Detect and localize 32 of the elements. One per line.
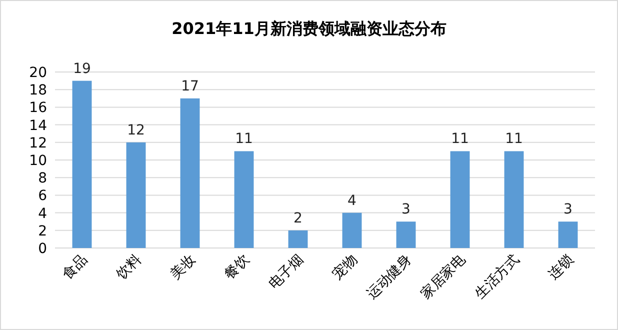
data-label: 11 (235, 131, 253, 148)
y-tick-label: 8 (38, 170, 47, 187)
data-label: 3 (402, 202, 410, 218)
data-label: 11 (505, 131, 523, 148)
x-tick-label: 电子烟 (266, 252, 307, 293)
y-tick-label: 2 (38, 223, 47, 240)
x-tick-label: 生活方式 (472, 252, 523, 302)
data-label: 2 (294, 210, 302, 226)
x-tick-label: 美妆 (168, 252, 199, 283)
y-tick-label: 12 (29, 135, 47, 152)
y-tick-label: 20 (29, 65, 47, 81)
x-tick-label: 宠物 (330, 252, 361, 283)
y-tick-label: 18 (29, 82, 47, 99)
x-tick-label: 食品 (60, 252, 91, 283)
data-label: 12 (127, 122, 145, 138)
y-tick-label: 16 (29, 100, 48, 116)
y-tick-label: 14 (29, 118, 48, 134)
y-tick-label: 0 (38, 241, 47, 257)
x-tick-label: 餐饮 (222, 252, 253, 283)
x-tick-label: 家居家电 (418, 252, 469, 302)
x-tick-label: 运动健身 (364, 252, 415, 302)
data-label: 19 (73, 60, 91, 77)
x-tick-label: 连锁 (546, 252, 577, 283)
chart-title: 2021年11月新消费领域融资业态分布 (172, 19, 446, 38)
data-label: 17 (181, 78, 199, 94)
data-label: 11 (451, 131, 469, 148)
y-tick-label: 4 (38, 206, 48, 222)
y-tick-label: 6 (38, 188, 48, 204)
data-label: 4 (348, 192, 357, 209)
data-label: 3 (564, 202, 572, 218)
x-tick-label: 饮料 (113, 252, 145, 284)
y-tick-label: 10 (29, 153, 47, 169)
